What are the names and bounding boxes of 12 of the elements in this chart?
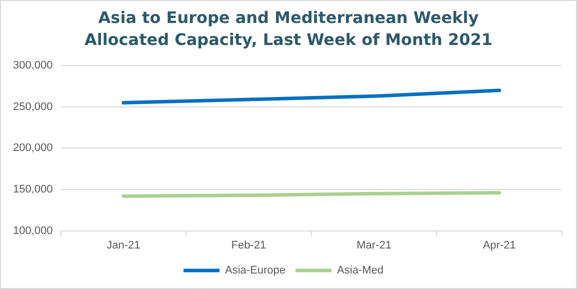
legend-label: Asia-Med: [337, 264, 384, 277]
y-tick-label: 200,000: [12, 142, 53, 154]
x-tick-label: Mar-21: [356, 239, 392, 252]
x-tick-label: Jan-21: [106, 239, 140, 252]
chart-title: Asia to Europe and Mediterranean Weekly Allocated Capacity, Last Week of Month 2021: [83, 7, 494, 51]
x-tick-label: Apr-21: [482, 239, 516, 252]
y-tick-label: 300,000: [12, 60, 53, 72]
x-tick-label: Feb-21: [231, 239, 266, 252]
y-tick-label: 100,000: [12, 224, 53, 237]
legend-label: Asia-Europe: [225, 264, 286, 277]
y-tick-label: 250,000: [12, 100, 53, 113]
y-tick-label: 150,000: [12, 184, 53, 196]
